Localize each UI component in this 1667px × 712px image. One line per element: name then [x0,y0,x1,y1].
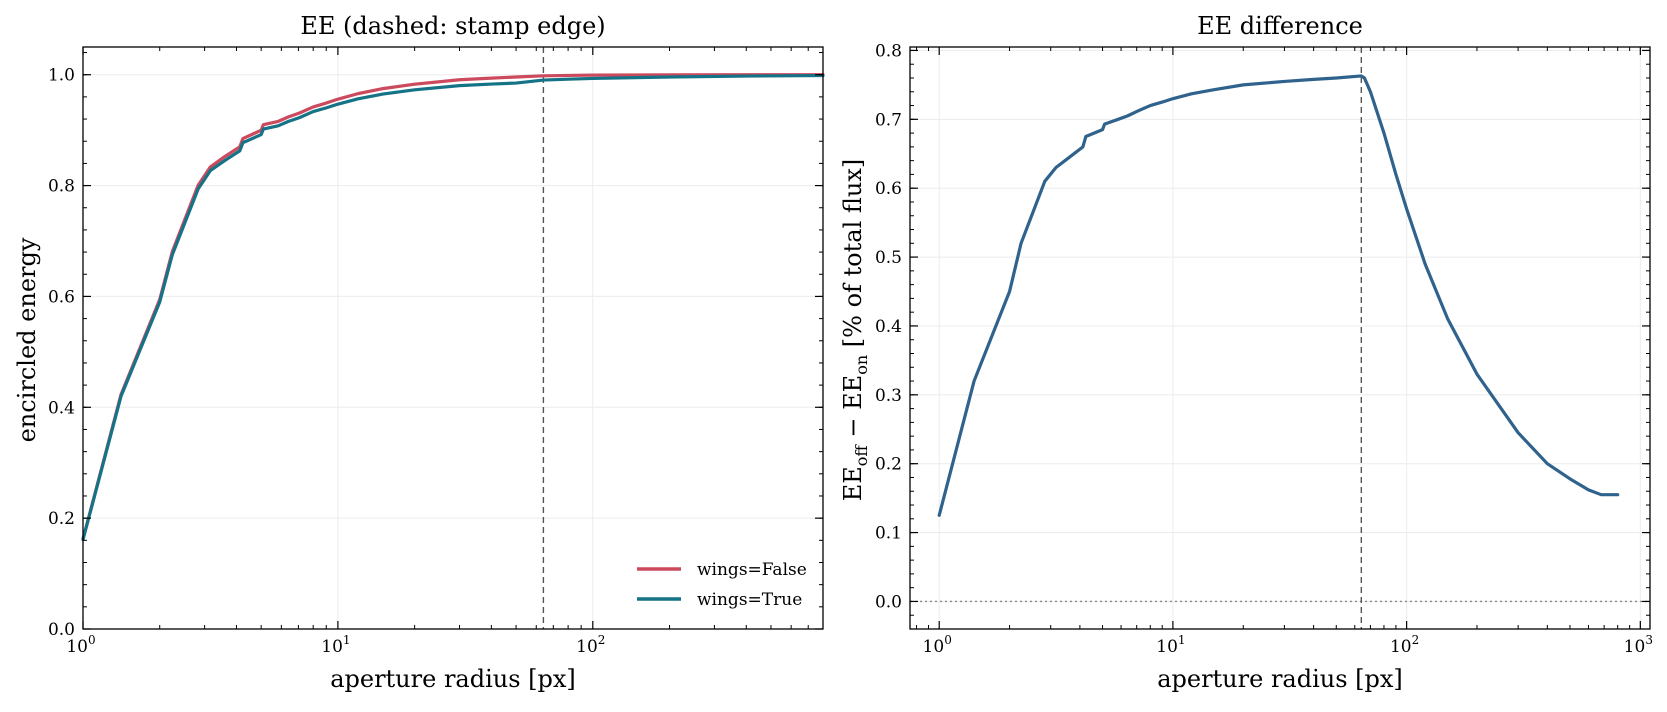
y-tick-label: 0.2 [875,455,902,475]
difference-ylabel: EEoff − EEon [% of total flux] [839,159,871,502]
y-tick-label: 0.5 [875,248,902,268]
ee-ylabel: encircled energy [13,237,41,442]
ee-series-lines [81,73,825,542]
difference-series-line [937,74,1620,517]
ee-legend: wings=False wings=True [637,560,807,610]
ee-grid [82,47,823,630]
series-line-difference [937,74,1620,517]
difference-axes-frame [909,46,1651,630]
legend-label-wings-true: wings=True [697,590,802,610]
y-tick-label: 0.6 [875,179,902,199]
y-tick-label: 0.0 [875,592,902,612]
y-tick-label: 0.0 [48,620,75,640]
x-tick-label: 101 [321,633,350,657]
difference-ticks [910,47,1650,630]
y-tick-label: 0.8 [875,41,902,61]
x-tick-label: 102 [576,633,605,657]
y-tick-label: 0.2 [48,509,75,529]
y-tick-label: 0.3 [875,386,902,406]
y-tick-label: 0.6 [48,287,75,307]
x-tick-label: 101 [1156,633,1185,657]
y-tick-label: 0.8 [48,177,75,197]
y-tick-label: 0.7 [875,110,902,130]
ee-tick-labels: 0.0 0.2 0.4 0.6 0.8 1.0 100 101 102 [48,66,605,657]
x-tick-label: 100 [66,633,95,657]
difference-tick-labels: 0.0 0.1 0.2 0.3 0.4 0.5 0.6 0.7 0.8 100 101 102 103 [875,41,1653,657]
x-tick-label: 102 [1390,633,1419,657]
ee-title: EE (dashed: stamp edge) [300,12,605,40]
y-tick-label: 0.4 [48,398,75,418]
difference-grid [910,47,1650,629]
legend-label-wings-false: wings=False [697,560,807,580]
y-tick-label: 0.4 [875,317,902,337]
difference-title: EE difference [1197,12,1363,40]
series-line-wings-true [81,73,825,542]
ee-xlabel: aperture radius [px] [330,665,576,693]
x-tick-label: 100 [923,633,952,657]
difference-xlabel: aperture radius [px] [1157,665,1403,693]
ee-axes-frame [82,46,824,630]
ee-ticks [82,47,824,630]
ee-panel: 0.0 0.2 0.4 0.6 0.8 1.0 100 101 102 EE (dashed: … [13,12,825,693]
x-tick-label: 103 [1624,633,1653,657]
y-tick-label: 0.1 [875,524,902,544]
y-tick-label: 1.0 [48,66,75,86]
series-line-wings-false [81,73,825,541]
